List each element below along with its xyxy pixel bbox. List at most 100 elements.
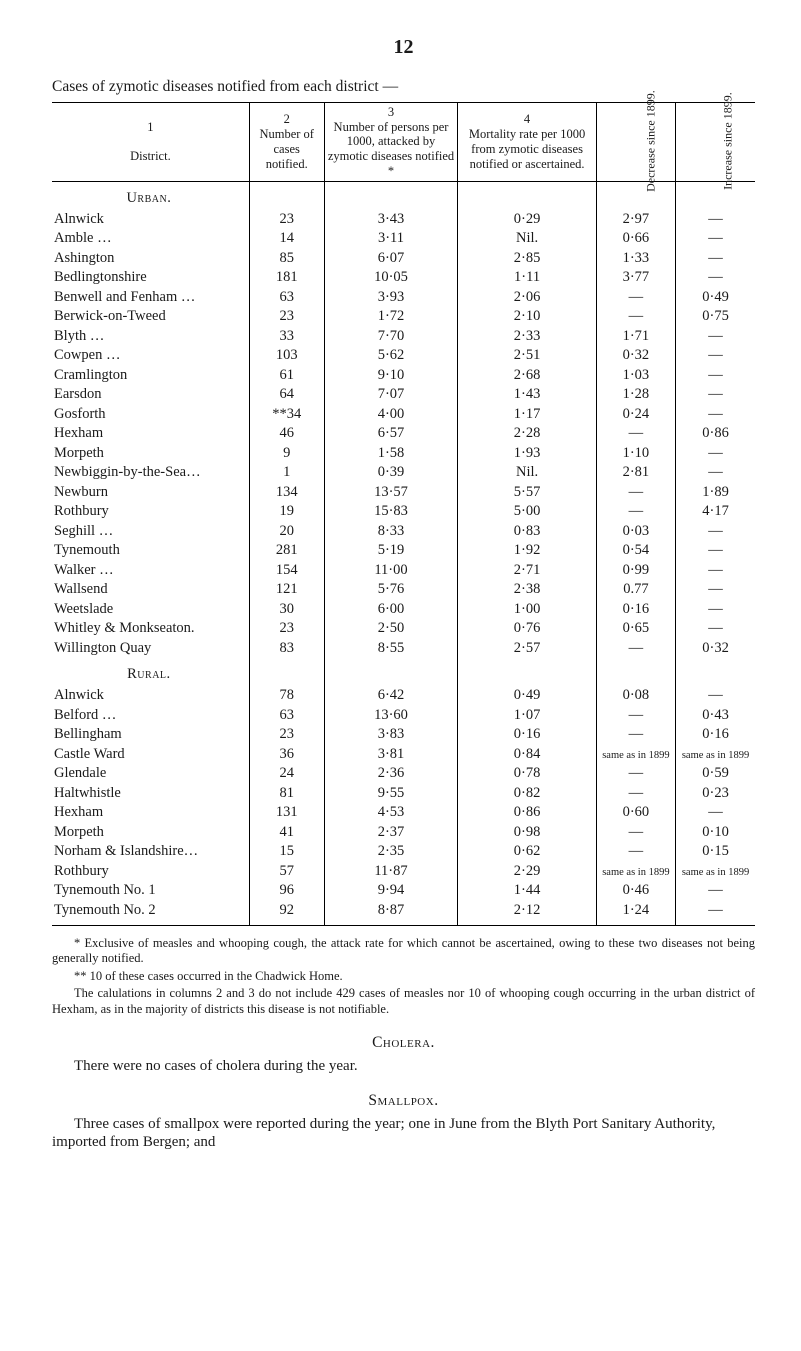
increase-cell: 0·43 (676, 705, 755, 724)
section-heading: Rural. (52, 658, 249, 686)
attack-rate-cell: 3·93 (324, 288, 458, 307)
district-cell: Berwick-on-Tweed (52, 307, 249, 326)
decrease-cell: 1·24 (596, 900, 675, 925)
decrease-cell: 0·32 (596, 346, 675, 365)
mortality-cell: 2·57 (458, 638, 596, 657)
col3-num: 3 (388, 105, 394, 119)
mortality-cell: 0·98 (458, 822, 596, 841)
increase-cell: — (676, 619, 755, 638)
district-cell: Gosforth (52, 405, 249, 424)
decrease-cell: 0.77 (596, 580, 675, 599)
decrease-cell: 1·71 (596, 327, 675, 346)
number-cell: 20 (249, 521, 324, 540)
attack-rate-cell: 5·19 (324, 541, 458, 560)
mortality-cell: 0·82 (458, 783, 596, 802)
increase-cell: 4·17 (676, 502, 755, 521)
col5-label: Decrease since 1899. (643, 91, 657, 193)
decrease-cell: 0·65 (596, 619, 675, 638)
district-cell: Alnwick (52, 210, 249, 229)
col-increase-head: Increase since 1899. (676, 102, 755, 181)
number-cell: 83 (249, 638, 324, 657)
table-row: Belford …6313·601·07—0·43 (52, 705, 755, 724)
decrease-cell: 3·77 (596, 268, 675, 287)
table-row: Morpeth91·581·931·10— (52, 444, 755, 463)
decrease-cell: — (596, 502, 675, 521)
table-row: Benwell and Fenham …633·932·06—0·49 (52, 288, 755, 307)
smallpox-body: Three cases of smallpox were reported du… (52, 1116, 755, 1151)
decrease-cell: — (596, 783, 675, 802)
decrease-cell: 0·54 (596, 541, 675, 560)
increase-cell: — (676, 580, 755, 599)
increase-cell: — (676, 803, 755, 822)
district-cell: Seghill … (52, 521, 249, 540)
increase-cell: 0·86 (676, 424, 755, 443)
attack-rate-cell: 0·39 (324, 463, 458, 482)
mortality-cell: 1·07 (458, 705, 596, 724)
col-decrease-head: Decrease since 1899. (596, 102, 675, 181)
attack-rate-cell: 3·83 (324, 725, 458, 744)
attack-rate-cell: 15·83 (324, 502, 458, 521)
decrease-cell: — (596, 483, 675, 502)
increase-cell: — (676, 229, 755, 248)
increase-cell: — (676, 599, 755, 618)
mortality-cell: 2·51 (458, 346, 596, 365)
increase-cell: 0·49 (676, 288, 755, 307)
number-cell: 131 (249, 803, 324, 822)
number-cell: 23 (249, 725, 324, 744)
number-cell: 23 (249, 307, 324, 326)
number-cell: 19 (249, 502, 324, 521)
increase-cell: 0·59 (676, 764, 755, 783)
mortality-cell: 0·78 (458, 764, 596, 783)
table-row: Seghill …208·330·830·03— (52, 521, 755, 540)
mortality-cell: 0·29 (458, 210, 596, 229)
table-row: Blyth …337·702·331·71— (52, 327, 755, 346)
district-cell: Castle Ward (52, 744, 249, 763)
district-cell: Walker … (52, 560, 249, 579)
attack-rate-cell: 6·42 (324, 686, 458, 705)
col2-num: 2 (284, 112, 290, 126)
decrease-cell: 0·16 (596, 599, 675, 618)
number-cell: 24 (249, 764, 324, 783)
attack-rate-cell: 6·00 (324, 599, 458, 618)
attack-rate-cell: 2·50 (324, 619, 458, 638)
mortality-cell: Nil. (458, 463, 596, 482)
number-cell: **34 (249, 405, 324, 424)
attack-rate-cell: 8·55 (324, 638, 458, 657)
number-cell: 154 (249, 560, 324, 579)
number-cell: 33 (249, 327, 324, 346)
district-cell: Morpeth (52, 444, 249, 463)
decrease-cell: — (596, 725, 675, 744)
attack-rate-cell: 4·00 (324, 405, 458, 424)
decrease-cell: 1·10 (596, 444, 675, 463)
increase-cell: — (676, 560, 755, 579)
mortality-cell: 0·84 (458, 744, 596, 763)
footnotes: * Exclusive of measles and whooping coug… (52, 936, 755, 1018)
district-cell: Benwell and Fenham … (52, 288, 249, 307)
decrease-cell: 0·03 (596, 521, 675, 540)
empty-cell (324, 181, 458, 210)
table-row: Castle Ward363·810·84same as in 1899same… (52, 744, 755, 763)
table-row: Newbiggin-by-the-Sea…10·39Nil.2·81— (52, 463, 755, 482)
table-row: Cowpen …1035·622·510·32— (52, 346, 755, 365)
district-cell: Weetslade (52, 599, 249, 618)
table-row: Tynemouth No. 1969·941·440·46— (52, 881, 755, 900)
increase-cell: — (676, 521, 755, 540)
table-row: Morpeth412·370·98—0·10 (52, 822, 755, 841)
increase-cell: — (676, 346, 755, 365)
district-cell: Earsdon (52, 385, 249, 404)
col-mortality-head: 4 Mortality rate per 1000 from zymotic d… (458, 102, 596, 181)
attack-rate-cell: 6·57 (324, 424, 458, 443)
increase-cell: — (676, 249, 755, 268)
attack-rate-cell: 9·94 (324, 881, 458, 900)
district-cell: Morpeth (52, 822, 249, 841)
number-cell: 1 (249, 463, 324, 482)
mortality-cell: 1·43 (458, 385, 596, 404)
decrease-cell: 1·28 (596, 385, 675, 404)
table-row: Hexham466·572·28—0·86 (52, 424, 755, 443)
attack-rate-cell: 5·62 (324, 346, 458, 365)
attack-rate-cell: 5·76 (324, 580, 458, 599)
decrease-cell: — (596, 842, 675, 861)
increase-cell: 0·75 (676, 307, 755, 326)
increase-cell: — (676, 444, 755, 463)
table-row: Cramlington619·102·681·03— (52, 366, 755, 385)
